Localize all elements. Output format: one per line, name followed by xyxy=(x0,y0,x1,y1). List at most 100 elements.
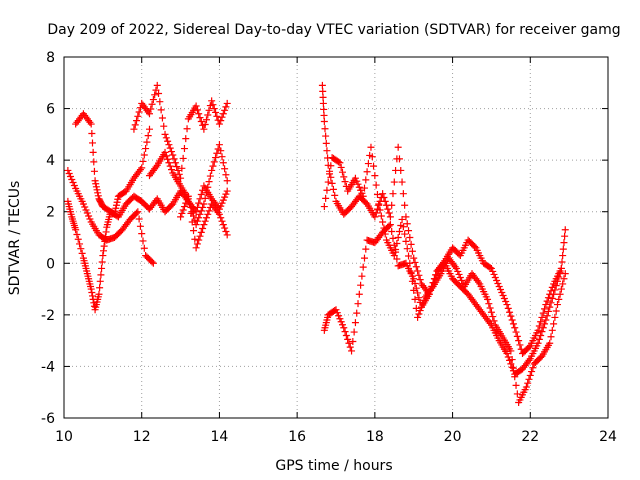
chart-title: Day 209 of 2022, Sidereal Day-to-day VTE… xyxy=(47,22,620,38)
data-point-marker xyxy=(88,129,96,137)
data-point-marker xyxy=(197,228,205,236)
data-point-marker xyxy=(341,178,349,186)
data-point-marker xyxy=(372,209,380,217)
data-point-marker xyxy=(381,197,389,205)
y-tick-label: 2 xyxy=(46,205,55,221)
data-point-marker xyxy=(388,227,396,235)
data-point-marker xyxy=(429,279,437,287)
series-track-f xyxy=(177,192,231,252)
data-point-marker xyxy=(337,318,345,326)
data-point-marker xyxy=(209,101,217,109)
data-point-marker xyxy=(508,363,516,371)
data-point-marker xyxy=(544,294,552,302)
data-point-marker xyxy=(561,232,569,240)
data-point-marker xyxy=(543,312,551,320)
data-point-marker xyxy=(494,279,502,287)
data-point-marker xyxy=(79,200,87,208)
data-point-marker xyxy=(184,192,192,200)
data-point-marker xyxy=(451,263,459,271)
data-point-marker xyxy=(223,99,231,107)
data-point-marker xyxy=(471,243,479,251)
data-point-marker xyxy=(504,353,512,361)
data-point-marker xyxy=(539,324,547,332)
data-point-marker xyxy=(538,328,546,336)
data-point-marker xyxy=(515,337,523,345)
data-point-marker xyxy=(547,299,555,307)
data-point-marker xyxy=(204,210,212,218)
data-point-marker xyxy=(147,105,155,113)
data-point-marker xyxy=(556,269,564,277)
data-point-marker xyxy=(136,222,144,230)
data-point-marker xyxy=(215,210,223,218)
data-point-marker xyxy=(94,189,102,197)
data-point-marker xyxy=(541,320,549,328)
data-point-marker xyxy=(373,191,381,199)
data-point-marker xyxy=(205,178,213,186)
data-point-marker xyxy=(338,168,346,176)
data-point-marker xyxy=(81,203,89,211)
data-point-marker xyxy=(392,248,400,256)
data-point-marker xyxy=(376,206,384,214)
x-tick-label: 24 xyxy=(599,429,617,445)
data-point-marker xyxy=(162,152,170,160)
data-point-marker xyxy=(395,155,403,163)
data-point-marker xyxy=(319,99,327,107)
data-point-marker xyxy=(323,186,331,194)
data-point-marker xyxy=(197,207,205,215)
data-point-marker xyxy=(222,171,230,179)
data-point-marker xyxy=(89,148,97,156)
data-point-marker xyxy=(557,264,565,272)
data-point-marker xyxy=(550,290,558,298)
data-point-marker xyxy=(145,110,153,118)
data-point-marker xyxy=(186,201,194,209)
data-point-marker xyxy=(538,313,546,321)
data-point-marker xyxy=(359,192,367,200)
data-point-marker xyxy=(342,331,350,339)
data-point-marker xyxy=(355,290,363,298)
data-point-marker xyxy=(161,130,169,138)
data-point-marker xyxy=(493,276,501,284)
data-point-marker xyxy=(452,264,460,272)
y-tick-label: -6 xyxy=(41,411,55,427)
data-point-marker xyxy=(499,292,507,300)
data-point-marker xyxy=(522,383,530,391)
data-point-marker xyxy=(219,159,227,167)
data-point-marker xyxy=(500,295,508,303)
data-point-marker xyxy=(218,113,226,121)
data-point-marker xyxy=(133,117,141,125)
data-points xyxy=(64,81,569,407)
data-point-marker xyxy=(83,209,91,217)
data-point-marker xyxy=(210,105,218,113)
data-point-marker xyxy=(168,148,176,156)
data-point-marker xyxy=(72,226,80,234)
data-point-marker xyxy=(112,201,120,209)
data-point-marker xyxy=(388,201,396,209)
data-point-marker xyxy=(145,125,153,133)
data-point-marker xyxy=(152,163,160,171)
data-point-marker xyxy=(177,213,185,221)
data-point-marker xyxy=(114,195,122,203)
data-point-marker xyxy=(560,275,568,283)
data-point-marker xyxy=(336,159,344,167)
data-point-marker xyxy=(324,178,332,186)
data-point-marker xyxy=(130,125,138,133)
data-point-marker xyxy=(195,110,203,118)
data-point-marker xyxy=(559,245,567,253)
data-point-marker xyxy=(416,276,424,284)
data-point-marker xyxy=(320,203,328,211)
data-point-marker xyxy=(183,125,191,133)
data-point-marker xyxy=(559,252,567,260)
data-point-marker xyxy=(90,167,98,175)
data-point-marker xyxy=(503,301,511,309)
data-point-marker xyxy=(558,258,566,266)
data-point-marker xyxy=(149,96,157,104)
data-point-marker xyxy=(354,300,362,308)
data-point-marker xyxy=(320,111,328,119)
data-point-marker xyxy=(318,81,326,89)
data-point-marker xyxy=(192,244,200,252)
data-point-marker xyxy=(405,252,413,260)
data-point-marker xyxy=(202,189,210,197)
data-point-marker xyxy=(322,194,330,202)
data-point-marker xyxy=(561,226,569,234)
